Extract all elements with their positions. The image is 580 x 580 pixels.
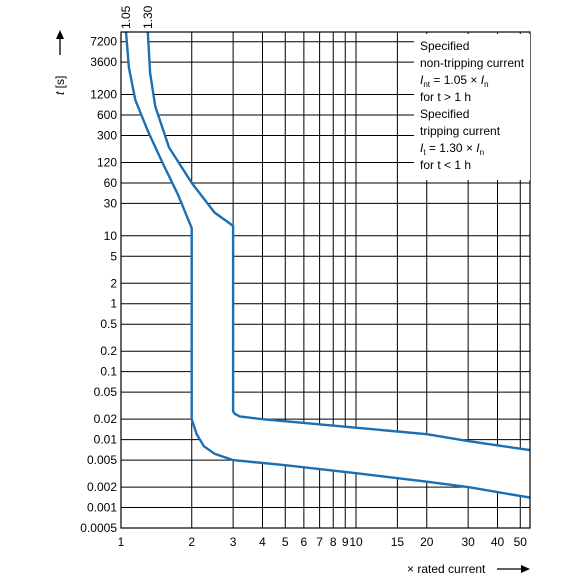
x-axis-label: × rated current: [407, 562, 530, 576]
y-tick-label: 0.05: [94, 385, 118, 399]
annotation-line-3: Int = 1.05 × In: [420, 73, 489, 89]
y-tick-label: 600: [97, 108, 117, 122]
x-tick-label: 2: [188, 535, 195, 549]
plot-border: [120, 31, 531, 529]
x-tick-labels: 1 2 3 4 5 6 7 8 9 10 15 20 30 40 50: [118, 535, 528, 549]
x-tick-label: 15: [391, 535, 405, 549]
x-tick-label: 7: [316, 535, 323, 549]
y-axis-arrow-icon: [56, 30, 64, 39]
x-tick-label: 10: [349, 535, 363, 549]
x-tick-label: 3: [230, 535, 237, 549]
x-tick-label: 5: [282, 535, 289, 549]
y-tick-label: 0.01: [94, 433, 118, 447]
y-tick-label: 0.5: [100, 317, 117, 331]
y-tick-label: 30: [104, 196, 118, 210]
x-tick-label: 6: [301, 535, 308, 549]
x-tick-label: 8: [330, 535, 337, 549]
x-tick-label: 1: [118, 535, 125, 549]
series-line-1.05: [124, 31, 531, 499]
annotation: Specified non-tripping current Int = 1.0…: [414, 34, 530, 180]
series-line-1.30: [146, 31, 531, 452]
annotation-line-2: non-tripping current: [420, 56, 525, 70]
y-tick-label: 300: [97, 128, 117, 142]
y-tick-label: 1: [110, 297, 117, 311]
y-tick-label: 60: [104, 176, 118, 190]
y-tick-label: 120: [97, 155, 117, 169]
y-tick-label: 0.002: [87, 480, 117, 494]
y-tick-label: 0.005: [87, 453, 117, 467]
svg-text:t [s]: t [s]: [53, 76, 67, 95]
y-tick-label: 3600: [90, 55, 117, 69]
x-tick-label: 50: [514, 535, 528, 549]
x-axis-arrow-icon: [521, 565, 530, 573]
y-tick-label: 0.2: [100, 344, 117, 358]
annotation-line-7: It = 1.30 × In: [420, 141, 484, 157]
y-tick-label: 1200: [90, 88, 117, 102]
series-label-1.05: 1.05: [119, 5, 133, 29]
annotation-line-8: for t < 1 h: [420, 158, 471, 172]
annotation-line-4: for t > 1 h: [420, 90, 471, 104]
y-tick-label: 0.1: [100, 365, 117, 379]
x-tick-label: 30: [461, 535, 475, 549]
tripping-band: [126, 32, 530, 498]
series-labels: 1.05 1.30: [119, 5, 155, 29]
x-tick-label: 4: [259, 535, 266, 549]
y-tick-label: 2: [110, 276, 117, 290]
x-tick-label: 40: [491, 535, 505, 549]
plot-frame: [120, 31, 531, 529]
x-tick-label: 20: [420, 535, 434, 549]
y-tick-label: 5: [110, 249, 117, 263]
y-tick-label: 0.02: [94, 412, 118, 426]
curves: [124, 31, 531, 499]
series-label-1.30: 1.30: [141, 5, 155, 29]
y-tick-label: 7200: [90, 35, 117, 49]
x-tick-label: 9: [342, 535, 349, 549]
annotation-line-1: Specified: [420, 39, 469, 53]
y-tick-label: 0.001: [87, 501, 117, 515]
y-tick-label: 10: [104, 229, 118, 243]
annotation-line-6: tripping current: [420, 124, 501, 138]
y-tick-labels: 0.0005 0.001 0.002 0.005 0.01 0.02 0.05 0.1 0.2 0…: [80, 35, 117, 535]
annotation-line-5: Specified: [420, 107, 469, 121]
y-axis-label: t [s]: [53, 30, 67, 95]
svg-text:× rated current: × rated current: [407, 562, 486, 576]
y-tick-label: 0.0005: [80, 521, 117, 535]
